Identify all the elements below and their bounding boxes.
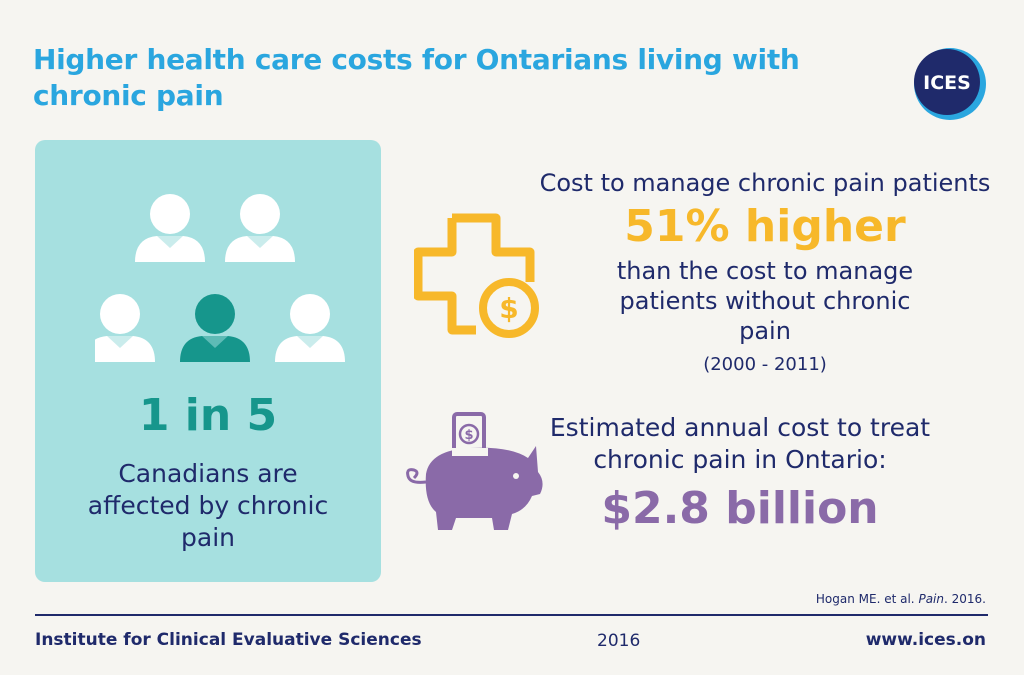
cost-comparison: Cost to manage chronic pain patients 51%… [530, 168, 1000, 380]
citation: Hogan ME. et al. Pain. 2016. [815, 592, 986, 606]
footer-divider [35, 614, 988, 616]
people-group-icon [95, 194, 345, 362]
annual-text: Estimated annual cost to treat chronic p… [549, 413, 931, 474]
svg-text:ICES: ICES [923, 72, 971, 94]
cost-rest: than the cost to manage patients without… [616, 257, 914, 345]
page-title: Higher health care costs for Ontarians l… [33, 43, 800, 112]
ices-logo: ICES [914, 48, 986, 120]
annual-amount: $2.8 billion [601, 483, 879, 534]
cost-period: (2000 - 2011) [703, 354, 827, 375]
person-icon [225, 194, 295, 262]
prevalence-description: Canadians are affected by chronic pain [87, 459, 329, 552]
footer-year: 2016 [597, 631, 641, 651]
citation-journal: Pain [918, 592, 944, 606]
cost-highlight: 51% higher [624, 201, 906, 252]
footer-website-link[interactable]: www.ices.on [865, 630, 986, 650]
cost-intro: Cost to manage chronic pain patients [539, 169, 991, 197]
citation-year: 2016. [951, 592, 986, 606]
person-icon [135, 194, 205, 262]
prevalence-panel: 1 in 5 Canadians are affected by chronic… [35, 140, 381, 582]
person-icon [95, 294, 155, 362]
medical-cross-dollar-icon: $ [414, 213, 539, 338]
piggy-bank-icon: $ [406, 412, 543, 530]
annual-cost: Estimated annual cost to treat chronic p… [520, 412, 960, 542]
person-highlighted-icon [180, 294, 250, 362]
svg-text:$: $ [464, 428, 473, 443]
svg-text:$: $ [499, 292, 518, 325]
footer-organization: Institute for Clinical Evaluative Scienc… [35, 630, 422, 650]
prevalence-stat: 1 in 5 [138, 390, 278, 441]
person-icon [275, 294, 345, 362]
citation-authors: Hogan ME. et al. [815, 592, 915, 606]
